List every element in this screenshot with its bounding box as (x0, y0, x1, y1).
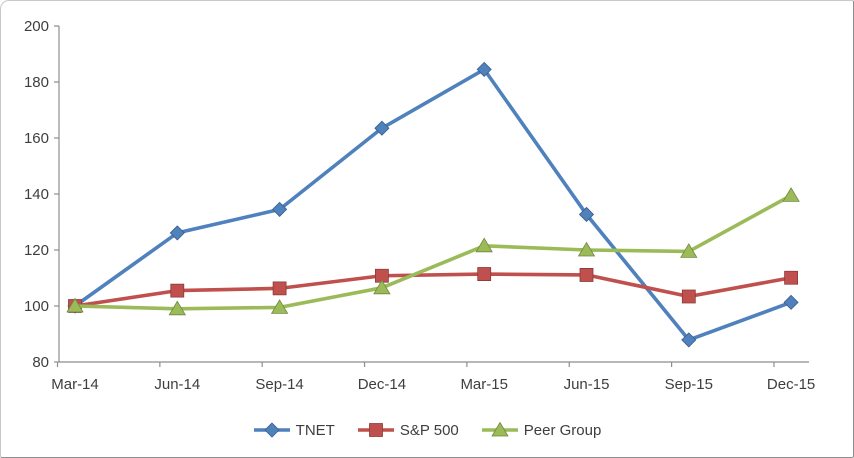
series-line-s-p-500 (73, 272, 793, 308)
x-axis-category-label: Jun-15 (564, 376, 610, 393)
data-point-tnet-mar-15 (476, 61, 492, 77)
x-axis-category-label: Dec-15 (767, 376, 815, 393)
data-point-peer-group-sep-14 (270, 299, 289, 314)
data-point-s-p-500-jun-14 (170, 283, 185, 298)
legend-label-sp500: S&P 500 (399, 421, 459, 439)
data-point-s-p-500-dec-14 (375, 268, 389, 283)
data-point-tnet-dec-14 (374, 120, 390, 136)
triangle-marker-icon (481, 421, 518, 437)
data-point-s-p-500-jun-15 (579, 268, 594, 282)
series-line-peer-group (73, 193, 793, 311)
x-axis-category-label: Sep-14 (255, 376, 303, 393)
data-point-peer-group-mar-15 (475, 237, 493, 253)
data-point-tnet-jun-15 (578, 206, 595, 223)
data-point-tnet-sep-14 (272, 201, 288, 217)
data-point-peer-group-dec-14 (373, 279, 391, 295)
y-axis-tick-label: 80 (32, 354, 49, 371)
data-point-peer-group-mar-14 (66, 297, 84, 313)
data-point-tnet-dec-15 (783, 294, 799, 310)
data-point-tnet-jun-14 (169, 225, 185, 241)
square-marker-glyph (368, 423, 383, 437)
data-point-peer-group-dec-15 (782, 187, 800, 202)
diamond-marker-icon (253, 422, 290, 438)
y-axis-tick-label: 100 (24, 298, 49, 315)
legend-item-sp500: S&P 500 (357, 421, 459, 439)
data-point-s-p-500-sep-14 (272, 281, 287, 296)
x-axis-category-label: Dec-14 (358, 376, 406, 393)
y-axis-tick-label: 120 (24, 242, 49, 259)
legend-item-peer-group: Peer Group (481, 421, 602, 439)
legend-label-peer-group: Peer Group (523, 421, 602, 439)
y-axis-tick-label: 140 (24, 186, 49, 203)
data-point-tnet-sep-15 (681, 332, 697, 348)
series-line-tnet (73, 67, 793, 342)
x-axis-category-label: Sep-15 (665, 376, 713, 393)
x-axis-category-label: Mar-14 (51, 376, 99, 393)
legend-item-tnet: TNET (253, 421, 335, 439)
diamond-marker-glyph (264, 422, 280, 438)
data-point-peer-group-sep-15 (680, 243, 698, 258)
x-axis-category-label: Mar-15 (460, 376, 508, 393)
square-marker-icon (357, 423, 394, 437)
y-axis-tick-label: 200 (24, 18, 49, 35)
data-point-s-p-500-dec-15 (784, 270, 798, 285)
data-point-peer-group-jun-15 (577, 241, 596, 257)
triangle-marker-glyph (491, 421, 509, 437)
y-axis-tick-label: 160 (24, 130, 49, 147)
data-point-s-p-500-sep-15 (681, 289, 696, 304)
legend-label-tnet: TNET (295, 421, 335, 439)
data-point-peer-group-jun-14 (168, 300, 187, 316)
y-axis-tick-label: 180 (24, 74, 49, 91)
legend: TNET S&P 500 Peer Group (1, 417, 853, 443)
x-axis-category-label: Jun-14 (154, 376, 200, 393)
data-point-s-p-500-mar-15 (477, 267, 492, 281)
